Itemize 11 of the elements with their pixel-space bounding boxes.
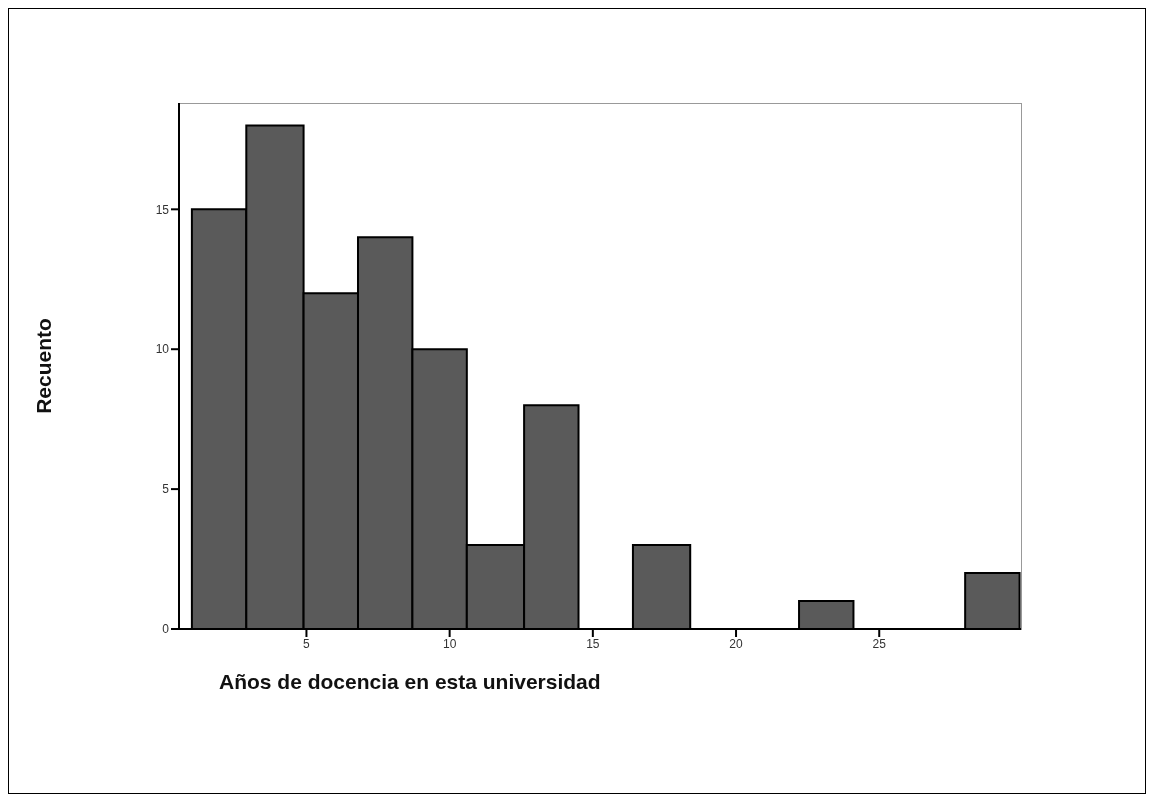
x-tick-label: 10 [442, 636, 457, 651]
x-tick-label: 20 [729, 636, 744, 651]
y-tick-label: 0 [162, 622, 170, 637]
x-tick-label: 5 [303, 636, 311, 651]
y-tick-label: 5 [162, 482, 170, 497]
x-tick-label: 25 [872, 636, 887, 651]
y-tick-label: 10 [155, 342, 170, 357]
x-tick-label: 15 [586, 636, 600, 651]
y-tick-label: 15 [155, 202, 170, 217]
x-axis-title: Años de docencia en esta universidad [219, 670, 601, 693]
y-axis-title: Recuento [32, 318, 56, 414]
